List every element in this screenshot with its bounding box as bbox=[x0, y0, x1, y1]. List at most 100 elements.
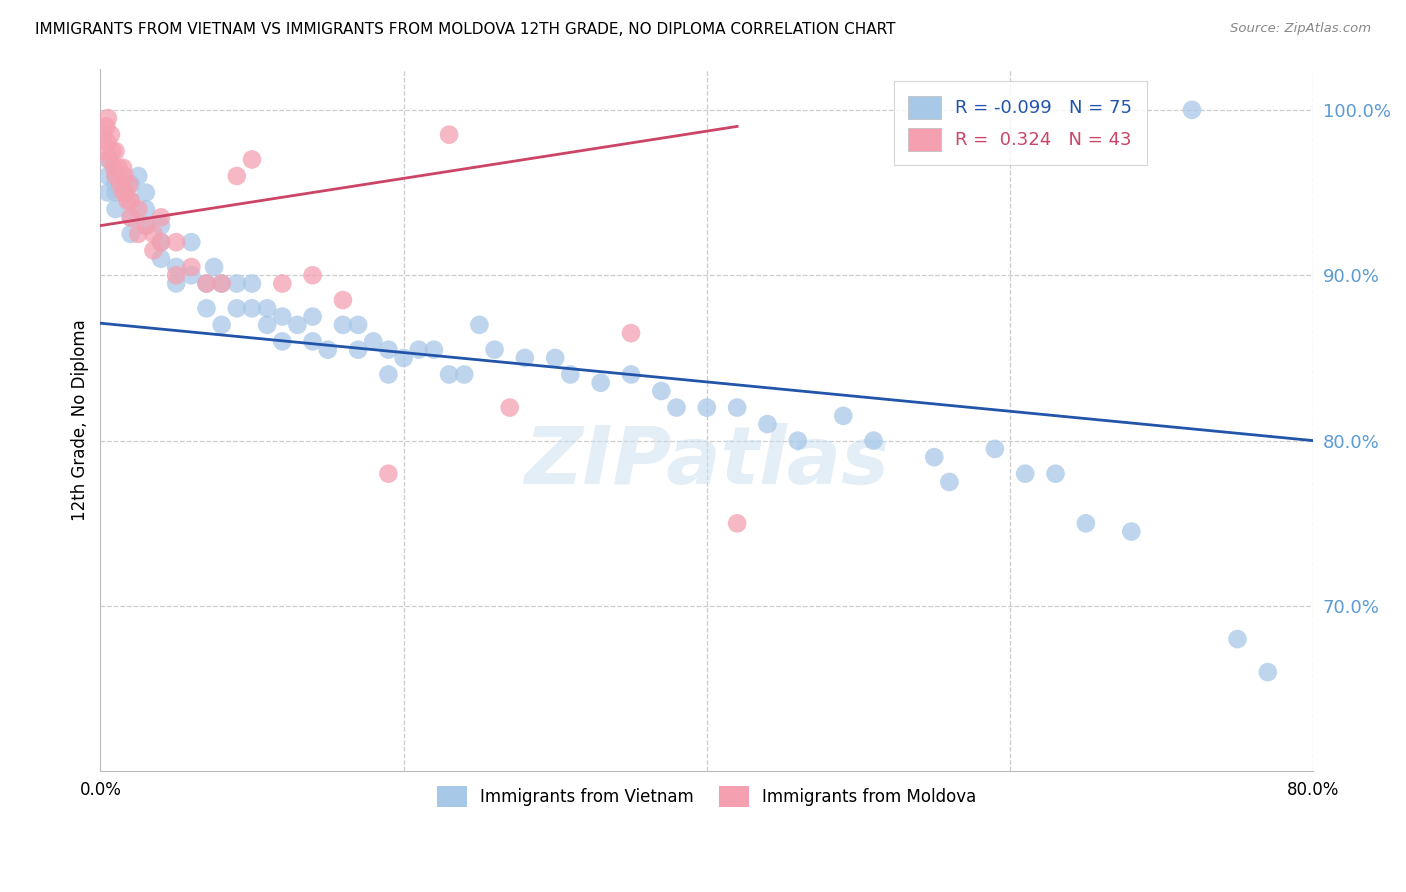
Legend: Immigrants from Vietnam, Immigrants from Moldova: Immigrants from Vietnam, Immigrants from… bbox=[429, 778, 986, 816]
Point bbox=[650, 384, 672, 398]
Point bbox=[832, 409, 855, 423]
Text: IMMIGRANTS FROM VIETNAM VS IMMIGRANTS FROM MOLDOVA 12TH GRADE, NO DIPLOMA CORREL: IMMIGRANTS FROM VIETNAM VS IMMIGRANTS FR… bbox=[35, 22, 896, 37]
Point bbox=[938, 475, 960, 489]
Point bbox=[1121, 524, 1143, 539]
Point bbox=[104, 186, 127, 200]
Point bbox=[316, 343, 339, 357]
Point bbox=[202, 260, 225, 274]
Point bbox=[437, 128, 460, 142]
Point bbox=[301, 334, 323, 349]
Point bbox=[589, 376, 612, 390]
Point bbox=[332, 318, 354, 332]
Point bbox=[180, 268, 202, 283]
Y-axis label: 12th Grade, No Diploma: 12th Grade, No Diploma bbox=[72, 319, 89, 521]
Point bbox=[1074, 516, 1097, 531]
Point bbox=[437, 368, 460, 382]
Point bbox=[150, 252, 173, 266]
Point bbox=[101, 145, 124, 159]
Point bbox=[150, 235, 173, 249]
Text: ZIPatlas: ZIPatlas bbox=[524, 423, 890, 501]
Point bbox=[127, 227, 149, 241]
Point bbox=[1181, 103, 1204, 117]
Point bbox=[499, 401, 522, 415]
Point bbox=[756, 417, 779, 431]
Point bbox=[240, 301, 263, 316]
Point bbox=[104, 169, 127, 183]
Point bbox=[484, 343, 506, 357]
Point bbox=[165, 260, 187, 274]
Point bbox=[725, 516, 748, 531]
Point bbox=[240, 277, 263, 291]
Point bbox=[211, 277, 233, 291]
Point bbox=[211, 318, 233, 332]
Point bbox=[107, 161, 129, 175]
Point bbox=[120, 227, 142, 241]
Point bbox=[301, 310, 323, 324]
Point bbox=[408, 343, 430, 357]
Point bbox=[665, 401, 688, 415]
Point bbox=[120, 194, 142, 208]
Point bbox=[513, 351, 536, 365]
Point bbox=[195, 301, 218, 316]
Text: Source: ZipAtlas.com: Source: ZipAtlas.com bbox=[1230, 22, 1371, 36]
Point bbox=[94, 145, 117, 159]
Point bbox=[271, 310, 294, 324]
Point bbox=[560, 368, 582, 382]
Point bbox=[1226, 632, 1249, 646]
Point bbox=[1257, 665, 1279, 680]
Point bbox=[240, 153, 263, 167]
Point bbox=[468, 318, 491, 332]
Point bbox=[347, 318, 370, 332]
Point bbox=[211, 277, 233, 291]
Point bbox=[97, 186, 120, 200]
Point bbox=[180, 235, 202, 249]
Point bbox=[142, 227, 165, 241]
Point bbox=[922, 450, 945, 465]
Point bbox=[135, 202, 157, 216]
Point bbox=[112, 161, 135, 175]
Point bbox=[117, 194, 139, 208]
Point bbox=[127, 169, 149, 183]
Point bbox=[97, 169, 120, 183]
Point bbox=[1014, 467, 1036, 481]
Point bbox=[150, 211, 173, 225]
Point bbox=[332, 293, 354, 307]
Point bbox=[696, 401, 718, 415]
Point bbox=[104, 145, 127, 159]
Point bbox=[423, 343, 446, 357]
Point bbox=[118, 178, 141, 192]
Point bbox=[377, 467, 399, 481]
Point bbox=[225, 169, 247, 183]
Point bbox=[786, 434, 808, 448]
Point bbox=[301, 268, 323, 283]
Point bbox=[150, 219, 173, 233]
Point bbox=[361, 334, 384, 349]
Point bbox=[620, 368, 643, 382]
Point bbox=[195, 277, 218, 291]
Point bbox=[120, 211, 142, 225]
Point bbox=[620, 326, 643, 340]
Point bbox=[725, 401, 748, 415]
Point bbox=[104, 202, 127, 216]
Point bbox=[347, 343, 370, 357]
Point bbox=[377, 368, 399, 382]
Point bbox=[453, 368, 475, 382]
Point bbox=[1045, 467, 1067, 481]
Point bbox=[112, 186, 135, 200]
Point bbox=[256, 301, 278, 316]
Point bbox=[120, 194, 142, 208]
Point bbox=[120, 211, 142, 225]
Point bbox=[96, 120, 118, 134]
Point bbox=[225, 277, 247, 291]
Point bbox=[165, 268, 187, 283]
Point bbox=[544, 351, 567, 365]
Point bbox=[150, 235, 173, 249]
Point bbox=[135, 219, 157, 233]
Point bbox=[195, 277, 218, 291]
Point bbox=[256, 318, 278, 332]
Point bbox=[127, 202, 149, 216]
Point bbox=[100, 128, 122, 142]
Point bbox=[135, 219, 157, 233]
Point bbox=[377, 343, 399, 357]
Point bbox=[271, 277, 294, 291]
